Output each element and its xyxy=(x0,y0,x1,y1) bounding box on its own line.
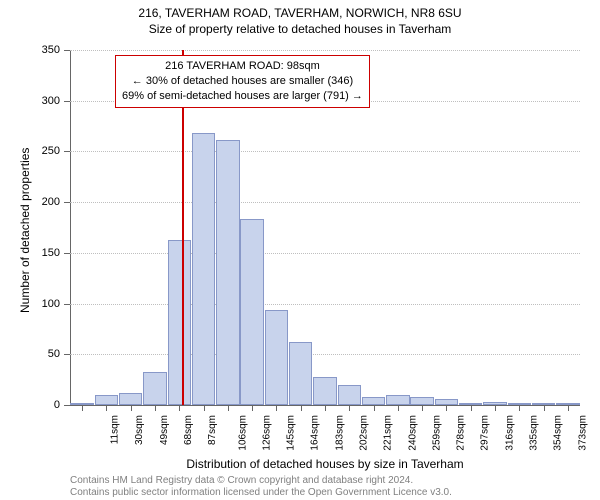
y-tick-label: 200 xyxy=(30,196,60,208)
x-tick-label: 11sqm xyxy=(109,415,120,444)
footer-line1: Contains HM Land Registry data © Crown c… xyxy=(70,475,413,486)
grid-line xyxy=(70,304,580,305)
info-line1: 216 TAVERHAM ROAD: 98sqm xyxy=(122,59,363,74)
bar xyxy=(362,397,385,405)
x-tick-label: 240sqm xyxy=(407,415,418,451)
y-tick-label: 50 xyxy=(30,348,60,360)
x-tick-label: 259sqm xyxy=(431,415,442,451)
y-tick-label: 300 xyxy=(30,95,60,107)
info-line2: ← 30% of detached houses are smaller (34… xyxy=(122,74,363,89)
x-tick-label: 106sqm xyxy=(237,415,248,451)
x-tick-label: 126sqm xyxy=(261,415,272,451)
title-address: 216, TAVERHAM ROAD, TAVERHAM, NORWICH, N… xyxy=(0,0,600,20)
bar xyxy=(143,372,166,405)
bar xyxy=(168,240,191,405)
grid-line xyxy=(70,50,580,51)
x-tick-label: 221sqm xyxy=(383,415,394,451)
x-tick-label: 335sqm xyxy=(529,415,540,451)
x-tick-label: 164sqm xyxy=(310,415,321,451)
footer-line2: Contains public sector information licen… xyxy=(70,487,452,498)
bar xyxy=(313,377,336,405)
chart-area: 05010015020025030035011sqm30sqm49sqm68sq… xyxy=(70,50,580,405)
x-tick-label: 87sqm xyxy=(207,415,218,445)
grid-line xyxy=(70,253,580,254)
bar xyxy=(410,397,433,405)
bar xyxy=(119,393,142,405)
bar xyxy=(338,385,361,405)
y-tick-label: 350 xyxy=(30,44,60,56)
x-tick-label: 316sqm xyxy=(504,415,515,451)
info-box: 216 TAVERHAM ROAD: 98sqm ← 30% of detach… xyxy=(115,55,370,108)
x-tick-label: 68sqm xyxy=(183,415,194,445)
bar xyxy=(192,133,215,405)
grid-line xyxy=(70,354,580,355)
y-axis-label: Number of detached properties xyxy=(18,147,32,312)
x-tick-label: 183sqm xyxy=(334,415,345,451)
grid-line xyxy=(70,151,580,152)
y-tick-label: 250 xyxy=(30,145,60,157)
y-tick-label: 150 xyxy=(30,247,60,259)
info-line3: 69% of semi-detached houses are larger (… xyxy=(122,89,363,104)
x-tick-label: 354sqm xyxy=(553,415,564,451)
bar xyxy=(386,395,409,405)
chart-container: 216, TAVERHAM ROAD, TAVERHAM, NORWICH, N… xyxy=(0,0,600,500)
x-tick-label: 297sqm xyxy=(480,415,491,451)
x-tick-label: 145sqm xyxy=(286,415,297,451)
x-axis-label: Distribution of detached houses by size … xyxy=(70,457,580,471)
bar xyxy=(265,310,288,405)
grid-line xyxy=(70,202,580,203)
bar xyxy=(216,140,239,405)
y-tick-label: 0 xyxy=(30,399,60,411)
bar xyxy=(95,395,118,405)
x-tick-label: 30sqm xyxy=(134,415,145,445)
bar xyxy=(289,342,312,405)
y-tick-label: 100 xyxy=(30,298,60,310)
x-tick-label: 278sqm xyxy=(456,415,467,451)
x-tick-label: 373sqm xyxy=(577,415,588,451)
title-subtitle: Size of property relative to detached ho… xyxy=(0,20,600,36)
bar xyxy=(240,219,263,405)
x-tick-label: 202sqm xyxy=(359,415,370,451)
x-tick-label: 49sqm xyxy=(159,415,170,445)
